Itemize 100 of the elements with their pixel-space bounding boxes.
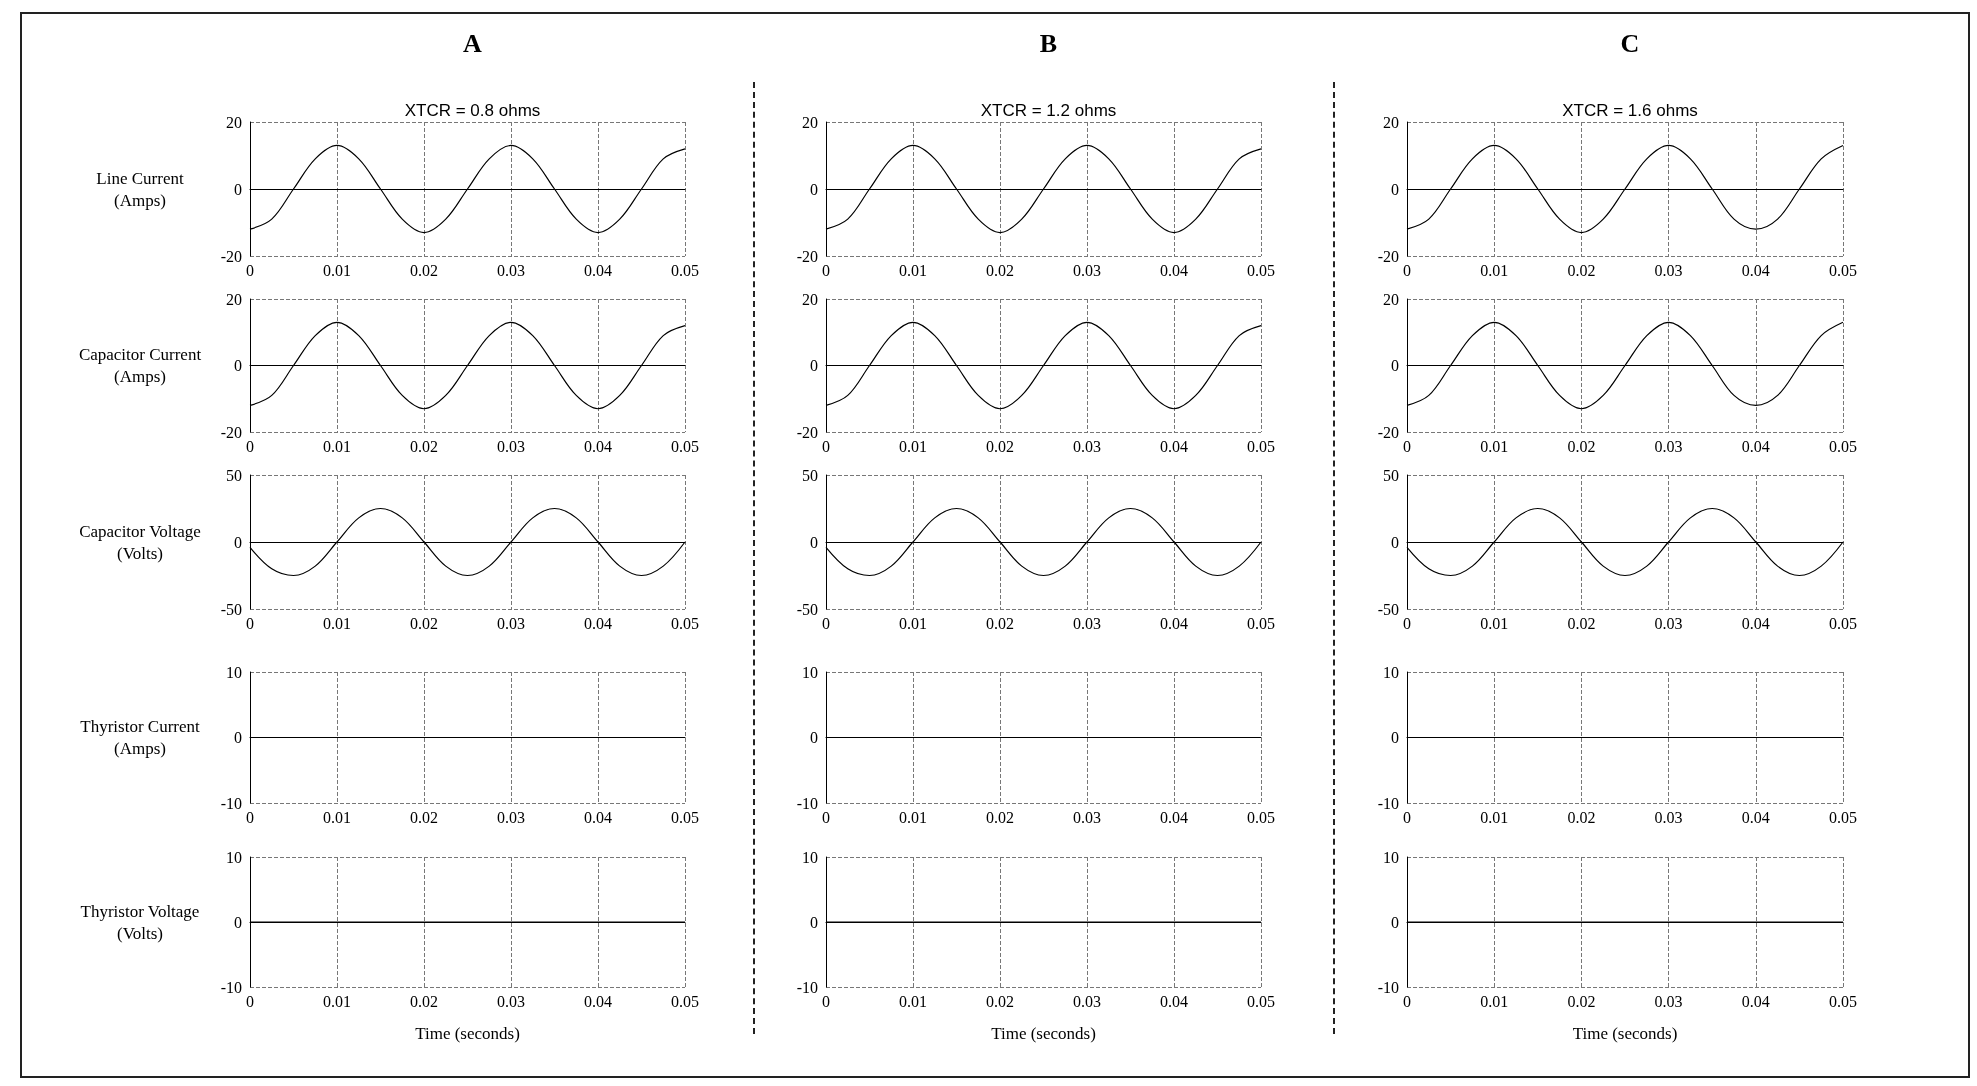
x-tick-label: 0.04: [584, 992, 612, 1010]
x-tick-label: 0.01: [899, 992, 927, 1010]
y-tick-label: -10: [796, 794, 818, 812]
y-tick-label: 0: [234, 357, 242, 374]
x-tick-label: 0.01: [1480, 808, 1509, 826]
x-tick-label: 0.02: [986, 437, 1014, 455]
y-tick-label: 10: [226, 663, 242, 681]
x-tick-label: 0.01: [323, 261, 351, 279]
x-tick-label: 0.03: [1073, 808, 1101, 826]
y-axis-title: Thyristor Voltage (Volts): [80, 901, 200, 943]
y-tick-label: 0: [810, 357, 818, 374]
x-tick-label: 0.02: [1567, 808, 1596, 826]
y-tick-label: -10: [220, 794, 242, 812]
x-tick-label: 0: [1403, 992, 1411, 1010]
x-tick-label: 0.03: [1073, 992, 1101, 1010]
x-axis-title: Time (seconds): [1572, 1024, 1678, 1043]
x-tick-label: 0.02: [986, 808, 1014, 826]
x-tick-label: 0.03: [497, 808, 525, 826]
y-tick-label: 0: [810, 729, 818, 746]
x-tick-label: 0.02: [1567, 261, 1596, 279]
x-tick-label: 0.05: [1247, 261, 1275, 279]
x-tick-label: 0.04: [1741, 614, 1770, 632]
y-tick-label: 20: [1383, 290, 1399, 308]
x-tick-label: 0.03: [1654, 614, 1683, 632]
x-tick-label: 0.01: [1480, 992, 1509, 1010]
x-tick-label: 0.02: [986, 614, 1014, 632]
x-tick-label: 0.05: [671, 614, 699, 632]
x-tick-label: 0.03: [497, 437, 525, 455]
x-tick-label: 0.05: [1829, 437, 1857, 455]
y-tick-label: 0: [810, 180, 818, 198]
x-tick-label: 0.03: [1654, 261, 1683, 279]
x-tick-label: 0.02: [986, 261, 1014, 279]
x-tick-label: 0.05: [671, 437, 699, 455]
x-tick-label: 0.02: [986, 992, 1014, 1010]
x-tick-label: 0.02: [410, 437, 438, 455]
x-tick-label: 0.05: [1247, 437, 1275, 455]
x-tick-label: 0.05: [671, 992, 699, 1010]
x-tick-label: 0.04: [1741, 261, 1770, 279]
y-axis-title: Line Current (Amps): [96, 168, 184, 210]
y-tick-label: 0: [234, 533, 242, 551]
x-tick-label: 0.04: [1160, 992, 1188, 1010]
x-tick-label: 0: [1403, 614, 1411, 632]
y-tick-label: 0: [810, 913, 818, 931]
x-tick-label: 0.05: [1829, 992, 1857, 1010]
y-tick-label: 50: [802, 466, 818, 484]
x-tick-label: 0.04: [1160, 808, 1188, 826]
y-tick-label: -10: [220, 978, 242, 996]
x-tick-label: 0.03: [497, 261, 525, 279]
x-tick-label: 0.05: [671, 261, 699, 279]
x-tick-label: 0.05: [1247, 808, 1275, 826]
y-tick-label: -10: [796, 978, 818, 996]
y-tick-label: -50: [1377, 600, 1399, 618]
x-tick-label: 0.05: [671, 808, 699, 826]
x-tick-label: 0.05: [1829, 614, 1857, 632]
x-tick-label: 0.03: [1073, 614, 1101, 632]
y-axis-title: Thyristor Current (Amps): [80, 717, 200, 758]
x-tick-label: 0.04: [1741, 992, 1770, 1010]
y-tick-label: -20: [1377, 423, 1399, 441]
y-tick-label: 0: [1391, 357, 1399, 374]
x-tick-label: 0.03: [1654, 437, 1683, 455]
x-tick-label: 0.01: [899, 261, 927, 279]
x-tick-label: 0: [822, 437, 830, 455]
y-tick-label: 10: [226, 848, 242, 866]
chart-subtitle: XTCR = 0.8 ohms: [404, 101, 541, 120]
chart-subtitle: XTCR = 1.2 ohms: [980, 101, 1117, 120]
x-tick-label: 0.01: [899, 614, 927, 632]
chart-title: B: [1039, 28, 1058, 58]
x-tick-label: 0.01: [899, 437, 927, 455]
y-axis-title: Capacitor Voltage (Volts): [79, 521, 201, 563]
x-axis-title: Time (seconds): [991, 1024, 1096, 1043]
x-tick-label: 0.01: [323, 437, 351, 455]
x-tick-label: 0.01: [1480, 261, 1509, 279]
x-tick-label: 0: [1403, 808, 1411, 826]
x-tick-label: 0.04: [1160, 614, 1188, 632]
x-tick-label: 0: [822, 992, 830, 1010]
x-tick-label: 0.02: [410, 992, 438, 1010]
y-tick-label: 10: [1383, 663, 1399, 681]
x-tick-label: 0: [246, 614, 254, 632]
y-tick-label: 20: [226, 113, 242, 131]
y-tick-label: 0: [1391, 913, 1399, 931]
x-tick-label: 0.04: [584, 437, 612, 455]
x-tick-label: 0.03: [1073, 437, 1101, 455]
x-tick-label: 0: [246, 808, 254, 826]
x-tick-label: 0.04: [1160, 261, 1188, 279]
x-tick-label: 0.03: [1654, 808, 1683, 826]
y-tick-label: 0: [234, 913, 242, 931]
y-tick-label: 10: [802, 848, 818, 866]
y-tick-label: 0: [234, 180, 242, 198]
y-tick-label: -50: [220, 600, 242, 618]
x-tick-label: 0.03: [497, 992, 525, 1010]
x-tick-label: 0.02: [1567, 992, 1596, 1010]
y-tick-label: 0: [1391, 533, 1399, 551]
y-tick-label: -20: [220, 423, 242, 441]
y-tick-label: 20: [1383, 113, 1399, 131]
x-tick-label: 0.01: [1480, 437, 1509, 455]
chart-subtitle: XTCR = 1.6 ohms: [1562, 101, 1698, 120]
x-tick-label: 0.04: [584, 261, 612, 279]
x-tick-label: 0: [822, 808, 830, 826]
chart-title: A: [463, 28, 483, 58]
x-tick-label: 0: [822, 261, 830, 279]
